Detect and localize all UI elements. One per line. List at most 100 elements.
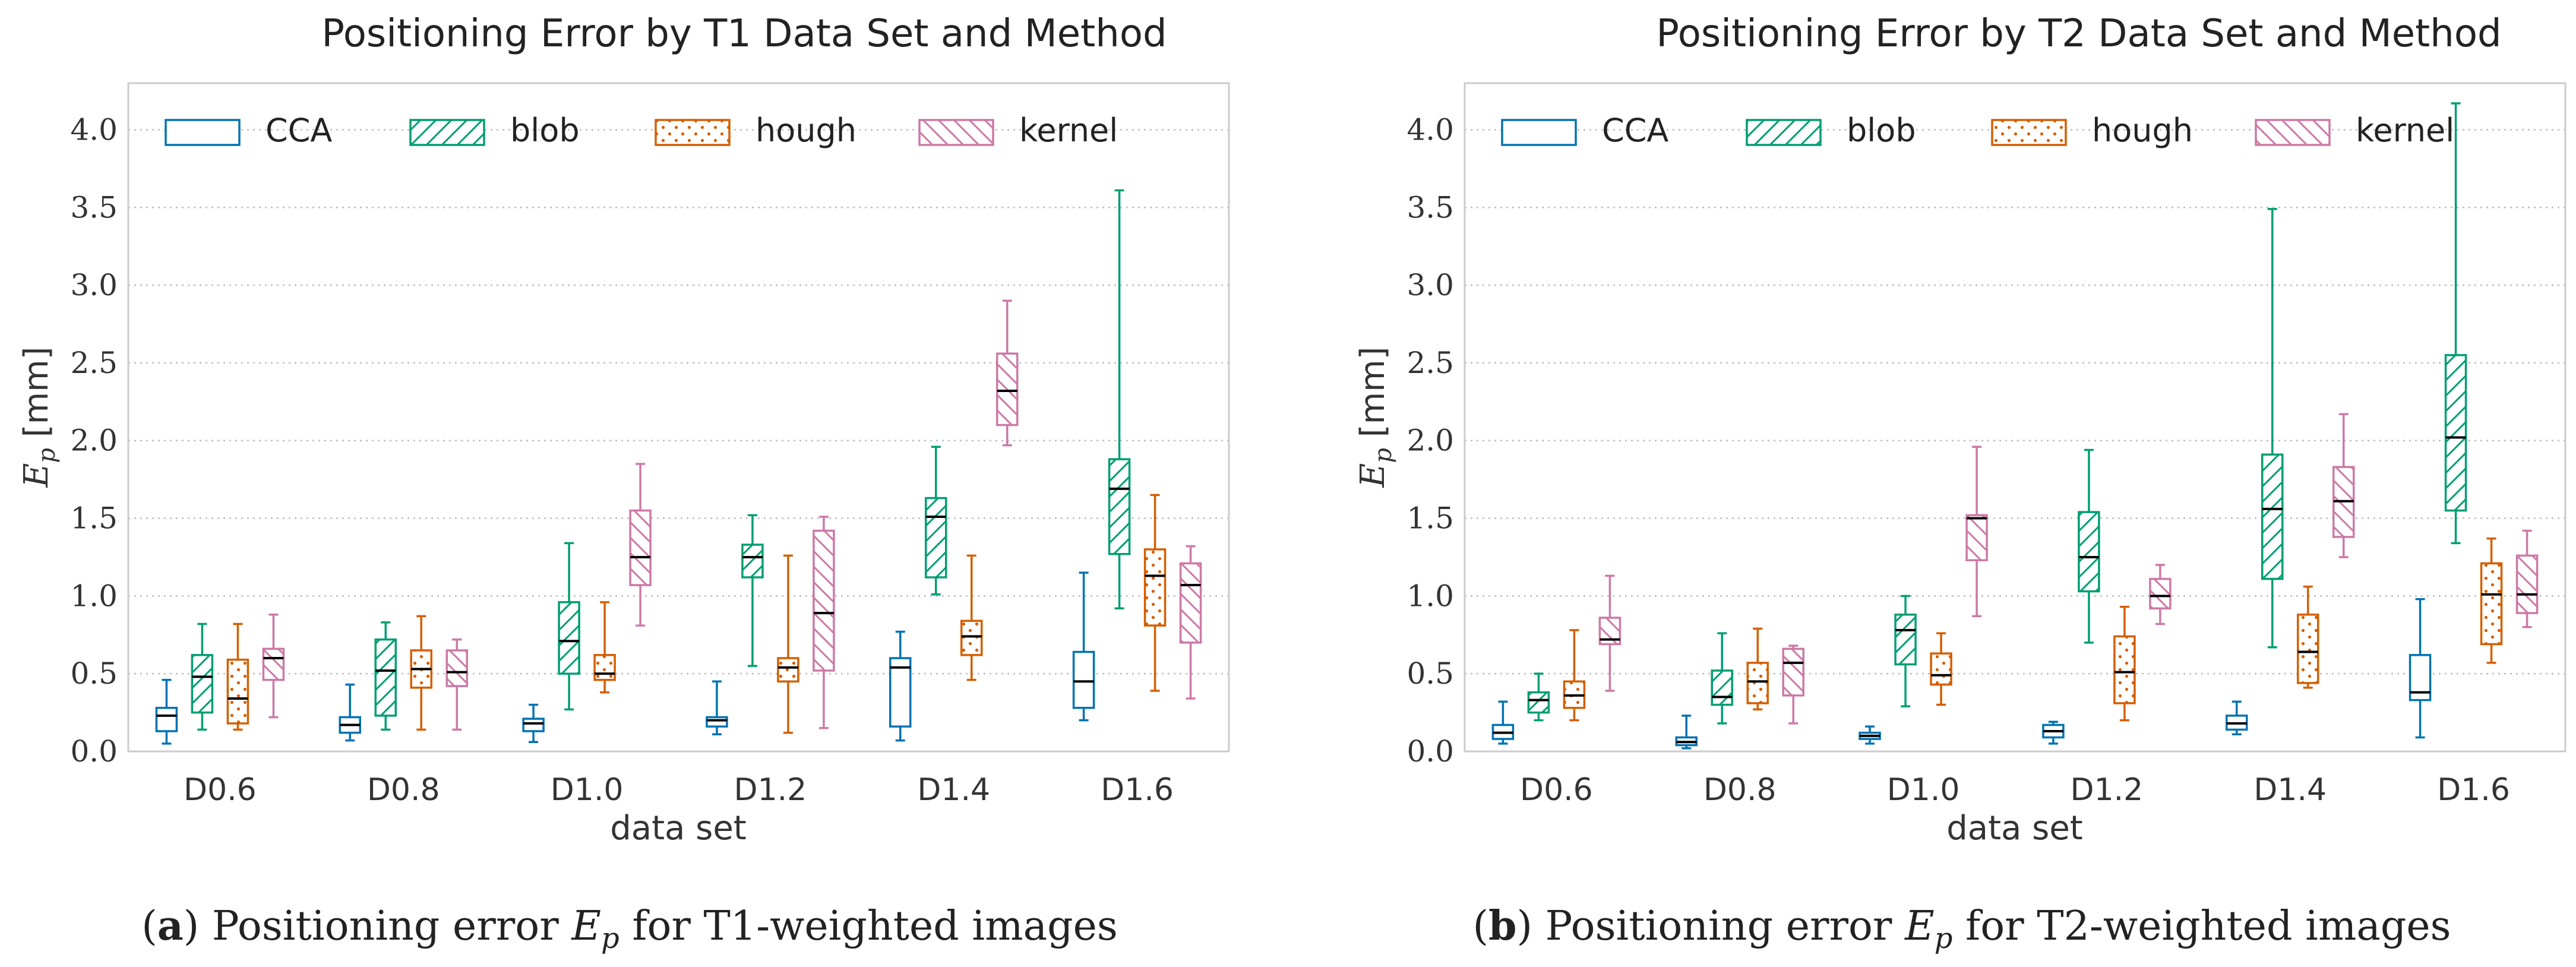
y-tick-label: 3.5 xyxy=(70,190,118,225)
caption-a: (a) Positioning error Ep for T1-weighted… xyxy=(141,902,1118,955)
box-iqr xyxy=(629,509,652,586)
box-bg xyxy=(890,658,911,727)
box-hough xyxy=(1563,629,1586,722)
box-kernel xyxy=(1179,545,1202,700)
box-iqr xyxy=(2113,635,2136,704)
y-tick-label: 1.5 xyxy=(1406,501,1454,536)
box-iqr xyxy=(706,716,728,728)
box-iqr xyxy=(1746,662,1769,704)
box-iqr xyxy=(889,657,912,728)
box-kernel xyxy=(2332,413,2355,558)
box-blob xyxy=(558,542,580,711)
x-tick-label: D1.6 xyxy=(1101,772,1174,808)
caption-symbol: E xyxy=(1904,903,1935,950)
box-bg xyxy=(156,707,177,731)
legend-label: kernel xyxy=(2356,112,2454,149)
box-kernel xyxy=(262,614,285,719)
box-blob xyxy=(1711,632,1733,725)
box-kernel xyxy=(445,638,468,731)
box-kernel xyxy=(813,516,835,729)
legend-label: hough xyxy=(756,112,856,149)
y-tick-label: 0.5 xyxy=(1406,656,1454,691)
x-axis-label: data set xyxy=(1946,809,2083,848)
x-tick-label: D0.6 xyxy=(184,772,257,808)
box-kernel xyxy=(996,299,1019,447)
box-blob xyxy=(925,445,947,596)
box-iqr xyxy=(374,638,397,717)
box-iqr xyxy=(2515,554,2539,614)
box-iqr xyxy=(1143,548,1167,627)
plot-frame xyxy=(127,82,1230,753)
y-tick-label: 2.5 xyxy=(70,346,118,380)
caption-letter: a xyxy=(157,902,184,950)
legend-item-hough: hough xyxy=(1991,112,2193,149)
box-bg xyxy=(706,717,727,727)
box-iqr xyxy=(2409,654,2432,701)
box-cca xyxy=(339,683,361,742)
box-hough xyxy=(2480,537,2503,664)
box-kernel xyxy=(629,463,652,627)
box-kernel xyxy=(1965,445,1988,618)
box-iqr xyxy=(1711,669,1733,706)
box-hough xyxy=(1746,627,1769,711)
chart-title: Positioning Error by T2 Data Set and Met… xyxy=(1656,12,2501,56)
box-iqr xyxy=(593,654,616,681)
box-iqr xyxy=(1782,647,1804,697)
y-axis-label: Ep [mm] xyxy=(17,346,61,488)
legend-swatch xyxy=(918,119,994,146)
box-iqr xyxy=(996,352,1019,426)
box-iqr xyxy=(2261,453,2284,580)
box-iqr xyxy=(1965,514,1988,561)
x-tick-label: D1.4 xyxy=(2253,772,2327,808)
box-iqr xyxy=(226,658,249,725)
box-cca xyxy=(155,678,178,745)
box-iqr xyxy=(558,601,580,675)
box-iqr xyxy=(1894,614,1917,666)
legend-item-hough: hough xyxy=(655,112,856,149)
box-blob xyxy=(191,622,214,731)
box-blob xyxy=(1894,595,1917,707)
legend-swatch xyxy=(1746,119,1822,146)
y-tick-label: 4.0 xyxy=(1406,112,1454,147)
caption-b: (b) Positioning error Ep for T2-weighted… xyxy=(1472,902,2451,955)
y-tick-label: 2.0 xyxy=(70,424,118,458)
legend-item-blob: blob xyxy=(1746,112,1916,149)
legend-swatch xyxy=(1501,119,1577,146)
y-tick-label: 0.5 xyxy=(70,656,118,691)
box-hough xyxy=(593,601,616,694)
x-tick-label: D0.6 xyxy=(1520,772,1593,808)
legend-item-kernel: kernel xyxy=(2255,112,2454,149)
y-tick-label: 4.0 xyxy=(70,112,118,147)
box-blob xyxy=(2261,208,2284,649)
legend-swatch xyxy=(2255,119,2331,146)
box-cca xyxy=(2226,700,2248,735)
caption-pre: ) Positioning error xyxy=(184,903,572,950)
y-tick-label: 1.0 xyxy=(70,579,118,613)
x-axis-label: data set xyxy=(610,809,747,848)
box-hough xyxy=(2113,605,2136,722)
box-cca xyxy=(2409,598,2432,739)
x-tick-label: D1.2 xyxy=(734,772,807,808)
legend-swatch xyxy=(1991,119,2067,146)
box-iqr xyxy=(2078,511,2100,593)
box-iqr xyxy=(445,649,468,687)
box-blob xyxy=(741,514,764,667)
box-hough xyxy=(410,615,432,731)
box-blob xyxy=(1527,672,1550,722)
box-kernel xyxy=(1598,574,1622,692)
caption-symbol: E xyxy=(570,903,601,950)
legend-item-cca: CCA xyxy=(165,112,332,149)
box-cca xyxy=(1491,700,1515,745)
box-iqr xyxy=(155,706,178,732)
box-iqr xyxy=(1108,458,1131,555)
box-hough xyxy=(1930,632,1952,706)
legend-label: hough xyxy=(2092,112,2193,149)
y-tick-label: 3.5 xyxy=(1406,190,1454,225)
legend-item-blob: blob xyxy=(409,112,580,149)
caption-pre: ) Positioning error xyxy=(1517,903,1905,950)
box-iqr xyxy=(191,654,214,714)
box-iqr xyxy=(2149,577,2172,610)
chart-panel-t1: Positioning Error by T1 Data Set and Met… xyxy=(17,12,1230,848)
box-cca xyxy=(522,703,545,744)
legend-label: CCA xyxy=(1602,112,1668,149)
